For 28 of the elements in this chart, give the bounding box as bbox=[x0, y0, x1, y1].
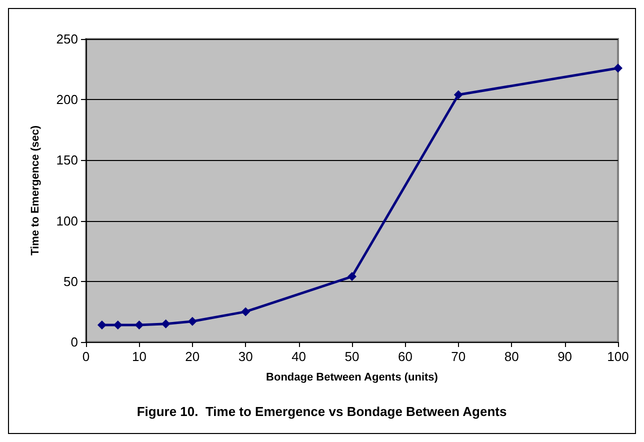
x-tick-label: 0 bbox=[82, 349, 90, 364]
x-tick-label: 30 bbox=[238, 349, 253, 364]
point bbox=[134, 320, 144, 330]
x-tick-label: 40 bbox=[292, 349, 306, 364]
x-tick-label: 80 bbox=[504, 349, 519, 364]
x-tick-label: 90 bbox=[558, 349, 572, 364]
y-tick-label: 50 bbox=[64, 274, 78, 289]
y-tick-label: 0 bbox=[70, 334, 78, 350]
x-tick-label: 10 bbox=[132, 349, 146, 364]
point bbox=[348, 272, 356, 282]
x-axis-title: Bondage Between Agents (units) bbox=[266, 372, 438, 384]
y-tick-label: 100 bbox=[56, 213, 78, 228]
point bbox=[241, 307, 250, 316]
caption: Figure 10. Time to Emergence vs Bondage Between Agents bbox=[136, 404, 507, 419]
point bbox=[454, 90, 463, 100]
x-tick-label: 50 bbox=[344, 349, 360, 364]
y-axis-title: Time to Emergence (sec) bbox=[30, 125, 42, 256]
y-tick-label: 150 bbox=[56, 152, 78, 168]
y-tick-label: 250 bbox=[56, 32, 78, 46]
point bbox=[188, 316, 197, 326]
y-tick-label: 200 bbox=[56, 92, 78, 108]
point bbox=[614, 64, 622, 73]
x-tick-label: 60 bbox=[398, 349, 412, 364]
x-tick-label: 100 bbox=[607, 349, 629, 364]
point bbox=[97, 320, 106, 330]
x-tick-label: 20 bbox=[185, 349, 200, 364]
point bbox=[161, 319, 170, 328]
x-tick-label: 70 bbox=[451, 349, 466, 364]
